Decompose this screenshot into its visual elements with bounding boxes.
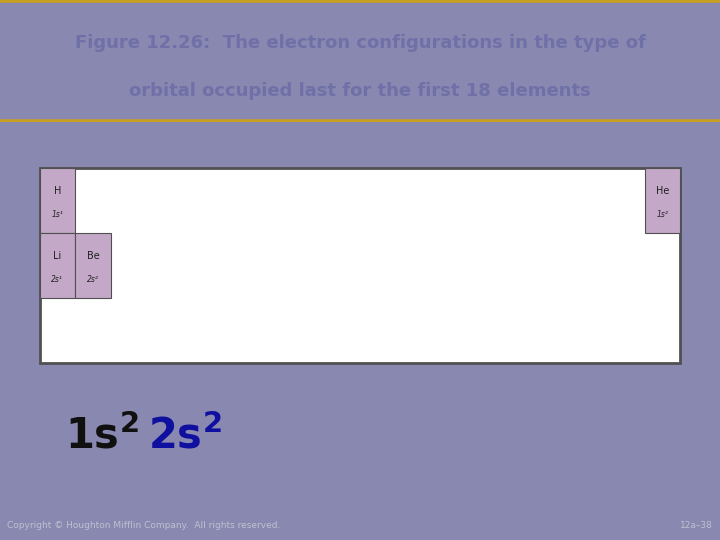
Text: Figure 12.26:  The electron configurations in the type of: Figure 12.26: The electron configuration…: [75, 33, 645, 51]
Text: Copyright © Houghton Mifflin Company.  All rights reserved.: Copyright © Houghton Mifflin Company. Al…: [7, 521, 281, 530]
Text: 1s¹: 1s¹: [51, 210, 63, 219]
Bar: [40, 233, 75, 298]
Text: He: He: [656, 186, 670, 196]
Text: Li: Li: [53, 251, 61, 261]
Text: Be: Be: [86, 251, 99, 261]
Bar: [40, 168, 680, 362]
Text: $\mathbf{2s^2}$: $\mathbf{2s^2}$: [148, 415, 221, 458]
Text: $\mathbf{1s^2}$: $\mathbf{1s^2}$: [65, 415, 138, 458]
Bar: [75, 233, 111, 298]
Text: H: H: [54, 186, 61, 196]
Text: 2s¹: 2s¹: [51, 275, 63, 284]
Text: 2s²: 2s²: [87, 275, 99, 284]
Bar: [40, 168, 75, 233]
Text: 1s²: 1s²: [657, 210, 669, 219]
Text: 12a–38: 12a–38: [680, 521, 713, 530]
Text: orbital occupied last for the first 18 elements: orbital occupied last for the first 18 e…: [129, 82, 591, 100]
Bar: [645, 168, 680, 233]
